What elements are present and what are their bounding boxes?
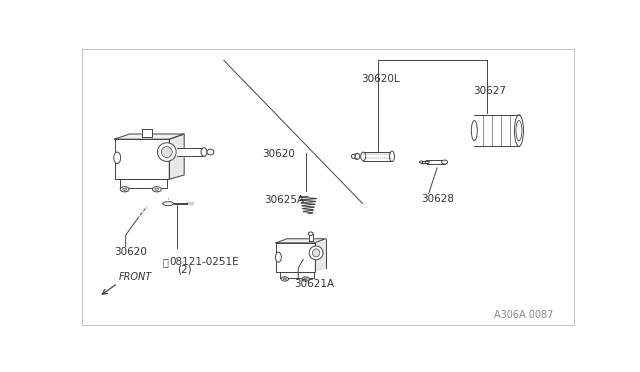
Text: 30621A: 30621A — [294, 279, 334, 289]
Ellipse shape — [390, 151, 394, 161]
Polygon shape — [364, 152, 392, 161]
Text: 08121-0251E: 08121-0251E — [170, 257, 239, 267]
Polygon shape — [474, 115, 519, 146]
Ellipse shape — [120, 187, 129, 192]
Ellipse shape — [361, 152, 365, 161]
Text: Ⓑ: Ⓑ — [163, 257, 169, 267]
Ellipse shape — [442, 160, 447, 164]
Ellipse shape — [308, 232, 313, 235]
Polygon shape — [177, 148, 204, 156]
Polygon shape — [421, 161, 428, 163]
Polygon shape — [174, 203, 187, 205]
Text: (2): (2) — [177, 264, 191, 275]
Ellipse shape — [207, 149, 214, 155]
Ellipse shape — [123, 188, 127, 190]
Ellipse shape — [152, 187, 161, 192]
Polygon shape — [308, 234, 312, 241]
Polygon shape — [169, 134, 184, 179]
Text: 30627: 30627 — [473, 86, 506, 96]
Ellipse shape — [351, 154, 355, 158]
Polygon shape — [142, 129, 152, 137]
Text: 30628: 30628 — [421, 193, 454, 203]
Ellipse shape — [425, 160, 429, 164]
Polygon shape — [280, 272, 314, 278]
Polygon shape — [428, 160, 445, 164]
Ellipse shape — [471, 121, 477, 141]
Ellipse shape — [309, 246, 323, 260]
Polygon shape — [163, 202, 174, 205]
Text: 30625A: 30625A — [264, 195, 305, 205]
Ellipse shape — [161, 147, 172, 157]
Polygon shape — [115, 134, 184, 139]
Text: A306A 0087: A306A 0087 — [494, 310, 554, 320]
Ellipse shape — [304, 278, 307, 280]
Text: 30620L: 30620L — [361, 74, 399, 84]
Ellipse shape — [275, 252, 282, 262]
Ellipse shape — [312, 249, 320, 257]
Ellipse shape — [281, 277, 289, 281]
Ellipse shape — [516, 121, 522, 141]
Ellipse shape — [157, 143, 176, 161]
Polygon shape — [276, 243, 315, 272]
Polygon shape — [120, 179, 167, 188]
Ellipse shape — [201, 148, 207, 156]
Text: 30620: 30620 — [114, 247, 147, 257]
Ellipse shape — [302, 277, 309, 281]
Ellipse shape — [515, 115, 524, 146]
Text: FRONT: FRONT — [118, 272, 152, 282]
Polygon shape — [115, 139, 169, 179]
Ellipse shape — [419, 161, 423, 163]
Ellipse shape — [155, 188, 159, 190]
Ellipse shape — [283, 278, 287, 280]
Polygon shape — [276, 239, 326, 243]
Ellipse shape — [114, 152, 121, 164]
Text: 30620: 30620 — [262, 149, 296, 159]
Ellipse shape — [355, 153, 360, 159]
Polygon shape — [315, 239, 326, 272]
